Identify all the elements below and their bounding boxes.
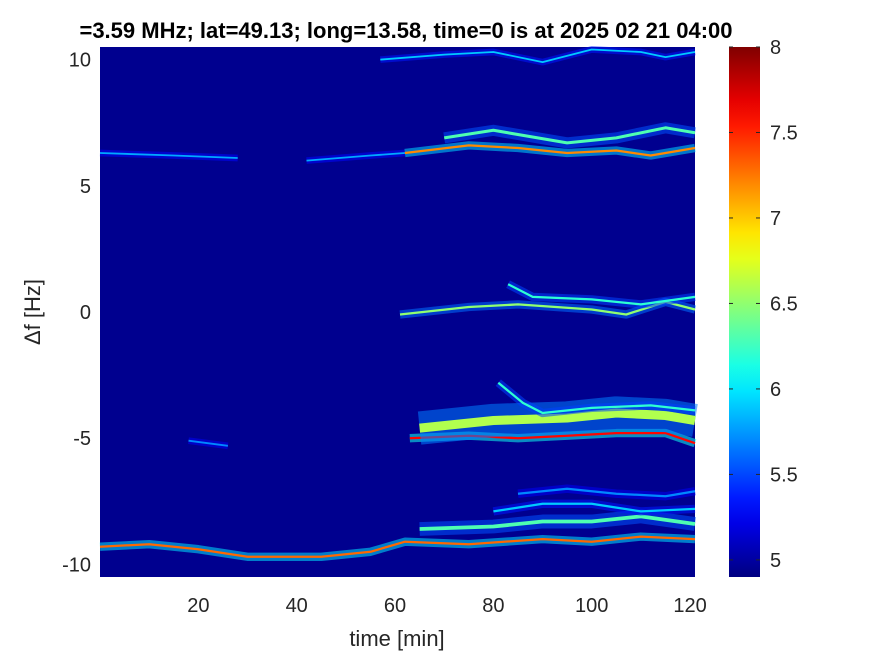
x-axis-label: time [min]	[349, 626, 444, 651]
x-tick-label: 80	[482, 595, 504, 617]
colorbar-tick-label: 6	[770, 379, 781, 401]
trace-core	[99, 152, 238, 159]
trace-9	[417, 396, 698, 445]
trace-core	[419, 514, 696, 531]
trace-13	[492, 499, 696, 516]
trace-6	[506, 280, 696, 309]
y-tick-label: 5	[80, 176, 91, 198]
trace-core	[497, 381, 696, 415]
y-tick-label: 10	[69, 50, 91, 72]
trace-core	[493, 502, 696, 513]
colorbar-tick-label: 7	[770, 208, 781, 230]
trace-core	[188, 439, 229, 447]
chart-title: =3.59 MHz; lat=49.13; long=13.58, time=0…	[79, 18, 732, 43]
y-tick-label: 0	[80, 302, 91, 324]
colorbar-gradient	[729, 47, 760, 577]
trace-core	[507, 283, 696, 306]
colorbar-tick-label: 7.5	[770, 122, 798, 144]
x-tick-label: 100	[575, 595, 608, 617]
trace-core	[517, 487, 696, 498]
trace-1	[306, 149, 406, 164]
trace-12	[419, 509, 696, 536]
y-tick-label: -10	[62, 554, 91, 576]
trace-0	[99, 149, 238, 162]
trace-core	[380, 48, 696, 64]
trace-2	[404, 141, 696, 160]
colorbar-ticks: 5 5.5 6 6.5 7 7.5 8	[729, 37, 798, 572]
colorbar-tick-label: 5	[770, 550, 781, 572]
x-tick-label: 20	[187, 595, 209, 617]
x-axis: 20 40 60 80 100 120	[187, 595, 707, 617]
trace-7	[188, 437, 229, 450]
y-axis: 10 5 0 -5 -10	[62, 50, 91, 577]
trace-14	[517, 484, 696, 501]
trace-3	[443, 122, 696, 149]
trace-4	[380, 46, 696, 66]
trace-11	[99, 532, 696, 561]
trace-10	[495, 379, 696, 418]
heatmap-plot-area	[99, 46, 698, 577]
x-tick-label: 40	[286, 595, 308, 617]
trace-core	[99, 535, 696, 558]
colorbar: 5 5.5 6 6.5 7 7.5 8	[729, 37, 798, 577]
trace-core	[404, 144, 696, 157]
trace-core	[443, 126, 696, 145]
x-tick-label: 120	[673, 595, 706, 617]
colorbar-tick-label: 8	[770, 37, 781, 59]
trace-core	[306, 152, 405, 162]
x-tick-label: 60	[384, 595, 406, 617]
y-tick-label: -5	[73, 428, 91, 450]
y-axis-label: Δf [Hz]	[20, 279, 45, 345]
colorbar-tick-label: 5.5	[770, 464, 798, 486]
colorbar-tick-label: 6.5	[770, 293, 798, 315]
trace-core	[419, 408, 696, 433]
spectrogram-traces	[99, 46, 698, 561]
